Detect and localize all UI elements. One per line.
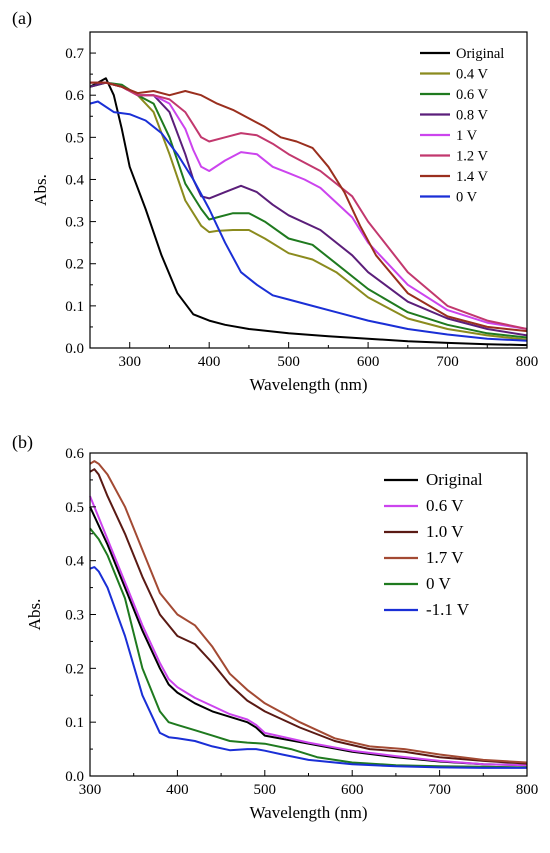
legend-label: 1.7 V xyxy=(426,548,464,567)
x-tick-label: 300 xyxy=(118,354,141,370)
y-tick-label: 0.2 xyxy=(65,257,84,273)
y-tick-label: 0.3 xyxy=(65,215,84,231)
series-line-2 xyxy=(89,468,528,765)
y-tick-label: 0.3 xyxy=(65,608,84,624)
legend-label: Original xyxy=(456,46,504,62)
series-line-4 xyxy=(89,527,528,769)
y-axis-title: Abs. xyxy=(25,599,44,631)
y-tick-label: 0.4 xyxy=(65,172,84,188)
series-line-1 xyxy=(89,495,528,767)
series-line-5 xyxy=(90,81,528,330)
series-line-7 xyxy=(89,100,528,342)
y-tick-label: 0.0 xyxy=(65,341,84,357)
series-line-6 xyxy=(90,81,528,333)
series-line-0 xyxy=(89,506,528,767)
series-line-5 xyxy=(89,566,527,769)
legend-label: 0.6 V xyxy=(456,87,488,103)
legend-label: -1.1 V xyxy=(426,600,470,619)
y-tick-label: 0.2 xyxy=(65,661,84,677)
y-tick-label: 0.5 xyxy=(65,500,84,516)
x-tick-label: 600 xyxy=(357,354,380,370)
y-tick-label: 0.4 xyxy=(65,554,84,570)
y-tick-label: 0.1 xyxy=(65,715,84,731)
x-tick-label: 800 xyxy=(516,782,539,798)
panel-label: (b) xyxy=(12,432,33,453)
x-tick-label: 700 xyxy=(436,354,459,370)
y-tick-label: 0.1 xyxy=(65,299,84,315)
chart-a: 300 400 500 600 700 800 0.0 0.1 0.2 0.3 0.4 0.5 0.6 0… xyxy=(12,8,538,394)
y-tick-label: 0.6 xyxy=(65,88,84,104)
series-line-1 xyxy=(89,81,528,341)
y-axis-title: Abs. xyxy=(31,174,50,206)
y-tick-label: 0.6 xyxy=(65,446,84,462)
legend-label: 0.6 V xyxy=(426,496,464,515)
x-axis-title: Wavelength (nm) xyxy=(249,375,367,394)
legend-label: 0 V xyxy=(456,190,478,206)
x-tick-label: 500 xyxy=(277,354,300,370)
x-tick-label: 400 xyxy=(198,354,221,370)
y-tick-label: 0.0 xyxy=(65,769,84,785)
x-tick-label: 400 xyxy=(166,782,189,798)
x-tick-label: 800 xyxy=(516,354,539,370)
series-line-0 xyxy=(89,77,528,347)
series-line-2 xyxy=(89,81,528,339)
legend-label: 1.2 V xyxy=(456,149,488,165)
y-tick-label: 0.7 xyxy=(65,46,84,62)
legend-label: 1 V xyxy=(456,128,478,144)
legend-label: 1.4 V xyxy=(456,169,488,185)
panel-label: (a) xyxy=(12,8,32,29)
y-tick-label: 0.5 xyxy=(65,130,84,146)
x-tick-label: 700 xyxy=(428,782,451,798)
legend-label: 0.4 V xyxy=(456,67,488,83)
legend-label: 0 V xyxy=(426,574,451,593)
legend-label: 1.0 V xyxy=(426,522,464,541)
chart-b: 300 400 500 600 700 800 0.0 0.1 0.2 0.3 0.4 0.5 0.6 W… xyxy=(12,432,538,822)
x-tick-label: 500 xyxy=(254,782,277,798)
legend-label: 0.8 V xyxy=(456,108,488,124)
x-tick-label: 600 xyxy=(341,782,364,798)
plot-frame xyxy=(89,31,528,349)
legend-label: Original xyxy=(426,470,483,489)
x-axis-title: Wavelength (nm) xyxy=(249,803,367,822)
x-tick-label: 300 xyxy=(79,782,102,798)
series-line-3 xyxy=(89,460,528,764)
